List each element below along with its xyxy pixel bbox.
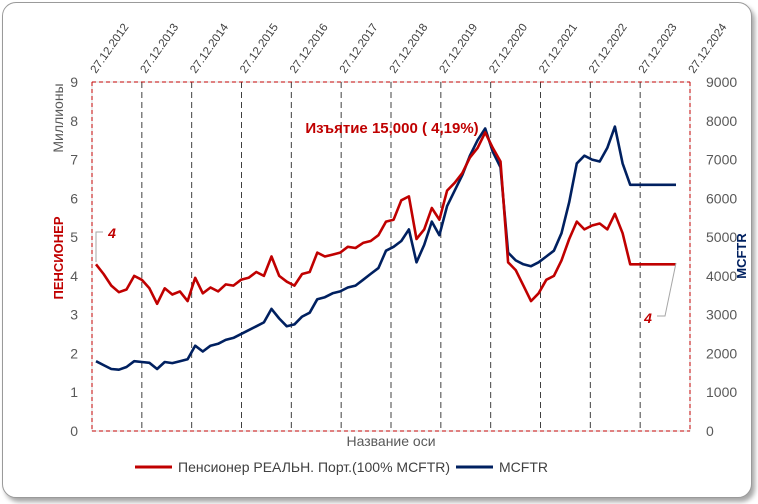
y-left-tick-label: 1	[70, 384, 78, 400]
y-right-tick-label: 8000	[706, 113, 737, 129]
withdrawal-annotation: Изъятие 15,000 ( 4,19%)	[305, 120, 478, 137]
date-tick-label: 27.12.2019	[437, 22, 480, 76]
y-right-tick-label: 4000	[706, 268, 737, 284]
legend-label-pensioner: Пенсионер РЕАЛЬН. Порт.(100% MCFTR)	[178, 459, 450, 475]
x-axis-title: Название оси	[346, 433, 435, 449]
start-value-label: 4	[107, 225, 116, 241]
date-tick-label: 27.12.2020	[487, 22, 530, 76]
y-left-tick-label: 9	[70, 74, 78, 90]
right-y-tick-labels: 0 1000 2000 3000 4000 5000 6000 7000 8000 9000	[706, 74, 737, 439]
date-tick-labels: 27.12.2012 27.12.2013 27.12.2014 27.12.2015…	[89, 21, 730, 76]
y-right-axis-title: MCFTR	[734, 233, 749, 279]
y-left-tick-label: 5	[70, 229, 78, 245]
y-right-tick-label: 5000	[706, 229, 737, 245]
date-tick-label: 27.12.2017	[338, 22, 381, 76]
date-tick-label: 27.12.2014	[188, 21, 231, 76]
date-tick-label: 27.12.2024	[687, 21, 730, 76]
start-callout-line	[95, 231, 103, 262]
y-right-tick-label: 6000	[706, 190, 737, 206]
y-left-tick-label: 2	[70, 345, 78, 361]
y-left-tick-label: 4	[70, 268, 78, 284]
y-left-tick-label: 3	[70, 307, 78, 323]
y-right-tick-label: 0	[706, 423, 714, 439]
y-left-unit-label: Миллионы	[50, 83, 66, 152]
left-y-tick-labels: 0 1 2 3 4 5 6 7 8 9	[70, 74, 78, 439]
vertical-gridlines	[141, 82, 641, 431]
y-left-tick-label: 0	[70, 423, 78, 439]
y-right-tick-label: 9000	[706, 74, 737, 90]
date-tick-label: 27.12.2015	[238, 22, 281, 76]
date-tick-label: 27.12.2013	[138, 22, 181, 76]
date-tick-label: 27.12.2022	[587, 22, 630, 76]
end-value-label: 4	[643, 310, 652, 326]
end-callout-line	[657, 262, 677, 317]
y-right-tick-label: 3000	[706, 307, 737, 323]
date-tick-label: 27.12.2023	[637, 22, 680, 76]
date-tick-label: 27.12.2012	[89, 22, 132, 76]
y-left-tick-label: 6	[70, 190, 78, 206]
y-left-tick-label: 8	[70, 113, 78, 129]
y-right-tick-label: 2000	[706, 345, 737, 361]
series-line-mcftr	[95, 125, 676, 371]
y-right-tick-label: 7000	[706, 152, 737, 168]
y-right-tick-label: 1000	[706, 384, 737, 400]
legend-label-mcftr: MCFTR	[499, 459, 548, 475]
date-tick-label: 27.12.2016	[288, 22, 331, 76]
series-line-pensioner	[94, 131, 676, 306]
y-left-tick-label: 7	[70, 152, 78, 168]
date-tick-label: 27.12.2018	[388, 22, 431, 76]
y-left-axis-title: ПЕНСИОНЕР	[51, 216, 66, 299]
date-tick-label: 27.12.2021	[537, 22, 580, 76]
